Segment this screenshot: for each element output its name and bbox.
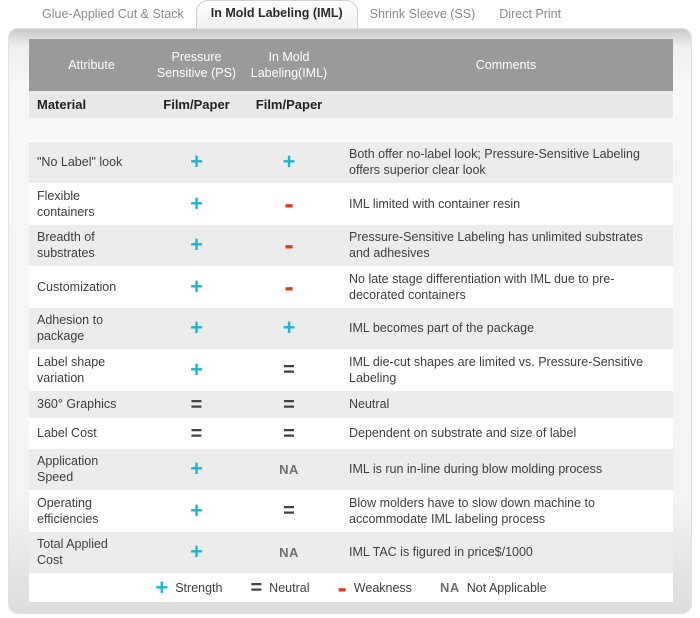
material-label: Material [37, 97, 87, 112]
iml-symbol: NA [279, 544, 299, 560]
attribute-label: Breadth of substrates [37, 230, 95, 261]
minus-icon: - [337, 571, 347, 603]
attribute-label: "No Label" look [37, 155, 123, 170]
material-iml-value: Film/Paper [255, 97, 323, 112]
tab-bar: Glue-Applied Cut & Stack In Mold Labelin… [0, 0, 700, 28]
attribute-label: Label shape variation [37, 354, 106, 385]
table-body: "No Label" look + + Both offer no-label … [29, 141, 673, 602]
iml-symbol: + [282, 149, 296, 175]
iml-symbol: + [282, 315, 296, 341]
iml-symbol: = [283, 499, 295, 522]
comment-text: Neutral [349, 397, 390, 412]
iml-symbol: NA [279, 461, 299, 477]
equals-icon: = [250, 576, 263, 599]
tab-glue-applied-cut-stack[interactable]: Glue-Applied Cut & Stack [42, 7, 184, 21]
material-ps-value: Film/Paper [163, 97, 230, 112]
ps-symbol: + [190, 273, 203, 299]
ps-symbol: = [190, 422, 203, 445]
legend-item-strength: + Strength [146, 574, 231, 600]
material-comment [339, 101, 673, 109]
content-panel: Attribute Pressure Sensitive (PS) In Mol… [8, 28, 692, 614]
iml-symbol: = [283, 358, 295, 381]
comment-text: IML limited with container resin [349, 196, 521, 211]
ps-symbol: = [190, 393, 203, 416]
table-row: Adhesion to package + + IML becomes part… [29, 307, 673, 350]
attribute-label: Adhesion to package [37, 313, 104, 344]
ps-symbol: + [190, 315, 203, 341]
table-row: Label Cost = = Dependent on substrate an… [29, 419, 673, 448]
legend-label: Strength [175, 580, 223, 595]
header-comments: Comments [475, 57, 537, 72]
attribute-label: Flexible containers [37, 188, 95, 219]
iml-symbol: - [284, 229, 294, 261]
ps-symbol: + [190, 190, 203, 216]
legend: + Strength = Neutral - Weakness NA Not A… [29, 571, 673, 603]
attribute-label: Total Applied Cost [37, 537, 108, 568]
table-header-row: Attribute Pressure Sensitive (PS) In Mol… [29, 39, 673, 91]
table-row: Customization + - No late stage differen… [29, 266, 673, 307]
iml-symbol: - [284, 187, 294, 219]
legend-item-weakness: - Weakness [328, 571, 420, 603]
table-gap [29, 118, 673, 141]
iml-symbol: = [283, 393, 295, 416]
comment-text: Pressure-Sensitive Labeling has unlimite… [349, 230, 643, 261]
tab-direct-print[interactable]: Direct Print [499, 7, 562, 21]
ps-symbol: + [190, 456, 203, 482]
table-row: Flexible containers + - IML limited with… [29, 183, 673, 224]
header-pressure-sensitive: Pressure Sensitive (PS) [156, 49, 237, 80]
attribute-label: Application Speed [37, 454, 99, 485]
comment-text: Dependent on substrate and size of label [349, 426, 577, 441]
comment-text: Both offer no-label look; Pressure-Sensi… [349, 147, 640, 178]
ps-symbol: + [190, 497, 203, 523]
ps-symbol: + [190, 539, 203, 565]
comparison-table: Attribute Pressure Sensitive (PS) In Mol… [29, 39, 673, 602]
table-row: Label shape variation + = IML die-cut sh… [29, 349, 673, 390]
ps-symbol: + [190, 356, 203, 382]
tab-shrink-sleeve-ss[interactable]: Shrink Sleeve (SS) [369, 7, 476, 21]
material-row: Material Film/Paper Film/Paper [29, 91, 673, 118]
header-in-mold-labeling: In Mold Labeling(IML) [250, 49, 328, 80]
table-row: "No Label" look + + Both offer no-label … [29, 141, 673, 184]
ps-symbol: + [190, 232, 203, 258]
iml-symbol: - [284, 270, 294, 302]
table-row: Total Applied Cost + NA IML TAC is figur… [29, 531, 673, 574]
legend-label: Weakness [353, 580, 412, 595]
attribute-label: Label Cost [37, 426, 97, 441]
plus-icon: + [155, 574, 169, 600]
legend-label: Neutral [269, 580, 310, 595]
legend-label: Not Applicable [466, 580, 547, 595]
na-icon: NA [439, 580, 460, 595]
attribute-label: 360° Graphics [37, 397, 117, 412]
comment-text: IML die-cut shapes are limited vs. Press… [349, 354, 644, 385]
iml-symbol: = [283, 422, 295, 445]
table-row: Application Speed + NA IML is run in-lin… [29, 448, 673, 491]
attribute-label: Operating efficiencies [37, 495, 99, 526]
comment-text: IML is run in-line during blow molding p… [349, 462, 603, 477]
header-attribute: Attribute [68, 57, 115, 72]
table-row: 360° Graphics = = Neutral [29, 390, 673, 419]
comment-text: IML TAC is figured in price$/1000 [349, 545, 533, 560]
tab-in-mold-labeling-iml[interactable]: In Mold Labeling (IML) [195, 0, 358, 28]
legend-item-not-applicable: NA Not Applicable [431, 581, 556, 595]
comment-text: Blow molders have to slow down machine t… [349, 495, 595, 526]
comment-text: No late stage differentiation with IML d… [349, 271, 615, 302]
table-row: Breadth of substrates + - Pressure-Sensi… [29, 224, 673, 267]
table-row: Operating efficiencies + = Blow molders … [29, 490, 673, 531]
comment-text: IML becomes part of the package [349, 321, 535, 336]
ps-symbol: + [190, 149, 203, 175]
attribute-label: Customization [37, 279, 117, 294]
legend-item-neutral: = Neutral [241, 578, 318, 598]
